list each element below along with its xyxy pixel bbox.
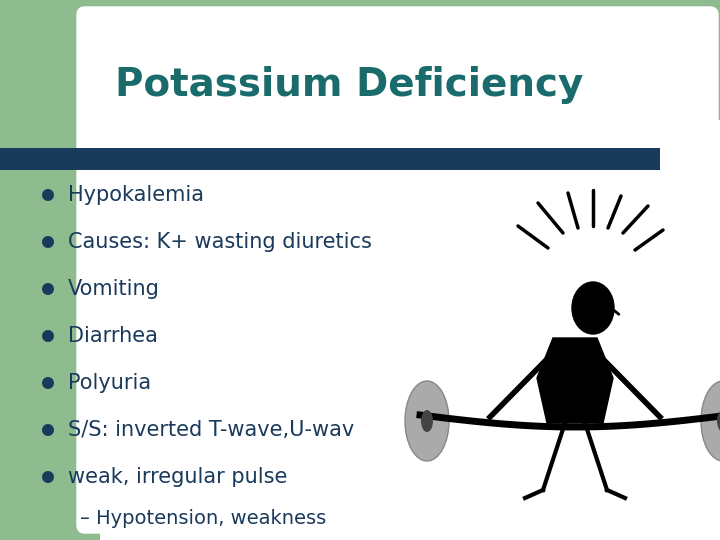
Text: Diarrhea: Diarrhea xyxy=(68,326,158,346)
Text: – Hypotension, weakness: – Hypotension, weakness xyxy=(80,510,326,529)
Text: S/S: inverted T-wave,U-wav: S/S: inverted T-wave,U-wav xyxy=(68,420,354,440)
Text: Causes: K+ wasting diuretics: Causes: K+ wasting diuretics xyxy=(68,232,372,252)
Ellipse shape xyxy=(572,282,614,334)
Bar xyxy=(0,148,660,170)
Text: Hypokalemia: Hypokalemia xyxy=(68,185,204,205)
FancyBboxPatch shape xyxy=(77,7,718,533)
Text: Polyuria: Polyuria xyxy=(68,373,151,393)
Ellipse shape xyxy=(405,381,449,461)
Bar xyxy=(0,0,720,120)
Text: Potassium Deficiency: Potassium Deficiency xyxy=(115,66,583,104)
Ellipse shape xyxy=(717,410,720,432)
Ellipse shape xyxy=(701,381,720,461)
Ellipse shape xyxy=(421,410,433,432)
Text: Vomiting: Vomiting xyxy=(68,279,160,299)
Polygon shape xyxy=(537,338,613,423)
Circle shape xyxy=(42,189,54,201)
Circle shape xyxy=(42,330,54,342)
Circle shape xyxy=(42,236,54,248)
Circle shape xyxy=(42,283,54,295)
Circle shape xyxy=(42,424,54,436)
Circle shape xyxy=(42,471,54,483)
Bar xyxy=(0,0,100,540)
Text: weak, irregular pulse: weak, irregular pulse xyxy=(68,467,287,487)
Circle shape xyxy=(42,377,54,389)
